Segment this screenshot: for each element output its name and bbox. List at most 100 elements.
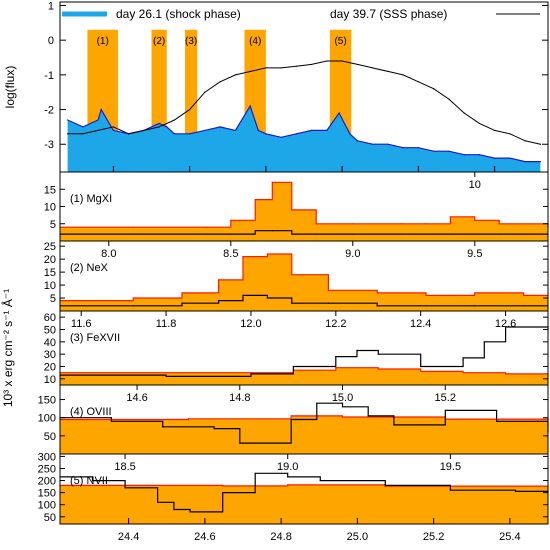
y-tick-label: 25	[44, 241, 56, 253]
shock-point	[230, 219, 232, 221]
y-tick-label: 5	[50, 219, 56, 231]
shared-y-axis-label: 10³ x erg cm⁻² s⁻¹ Å⁻¹	[0, 289, 15, 407]
shock-line	[60, 367, 548, 375]
shock-point	[234, 129, 236, 131]
x-tick-label: 19.0	[277, 461, 298, 473]
y-tick-label: 200	[38, 476, 56, 488]
sss-point	[315, 233, 317, 235]
y-tick-label: 30	[44, 349, 56, 361]
sss-point	[483, 341, 485, 343]
y-tick-label: 5	[50, 293, 56, 305]
x-tick-label: 11.8	[156, 318, 177, 330]
sss-point	[266, 297, 268, 299]
sss-point	[523, 305, 525, 307]
sss-point	[352, 233, 354, 235]
sss-line	[67, 60, 541, 145]
shock-point	[265, 133, 267, 135]
sss-point	[67, 133, 69, 135]
panel-label: (4) OVIII	[70, 406, 112, 418]
y-tick-label: 300	[38, 451, 56, 463]
region-label: (2)	[153, 36, 165, 47]
x-tick-label: 25.4	[499, 531, 520, 543]
sss-point	[250, 373, 252, 375]
x-tick-label: 18.5	[114, 461, 135, 473]
sss-point	[478, 122, 480, 125]
shock-point	[377, 368, 379, 370]
shock-point	[132, 297, 134, 299]
shock-point	[280, 136, 282, 138]
sss-point	[143, 129, 145, 131]
y-tick-label: -1	[44, 70, 54, 82]
sss-point	[474, 233, 476, 235]
shock-point	[356, 140, 358, 142]
shock-point	[462, 372, 464, 374]
sss-point	[316, 402, 318, 404]
shock-point	[173, 133, 175, 135]
y-tick-label: 100	[38, 500, 56, 512]
shock-point	[97, 119, 99, 121]
sss-point	[514, 490, 517, 493]
shock-fill	[60, 254, 548, 311]
sss-point	[287, 476, 289, 478]
shock-point	[187, 418, 190, 420]
y-tick-label: 100	[38, 413, 56, 425]
x-tick-label: 14.8	[229, 392, 250, 404]
y-tick-label: 60	[44, 312, 56, 324]
sss-point	[367, 415, 369, 417]
y-axis-label: log(flux)	[3, 66, 17, 109]
sss-point	[463, 112, 465, 114]
shock-point	[205, 226, 207, 228]
shock-point	[295, 133, 297, 135]
sss-point	[474, 305, 476, 307]
shock-point	[254, 199, 256, 201]
panel-label: (2) NeX	[70, 262, 109, 274]
sss-point	[162, 426, 164, 428]
region-label: (5)	[334, 36, 346, 47]
y-tick-label: 50	[44, 431, 56, 443]
sss-point	[327, 302, 329, 304]
sss-point	[242, 294, 244, 297]
shock-point	[352, 223, 354, 225]
shock-point	[82, 126, 84, 128]
panel-label: (1) MgXI	[70, 193, 112, 205]
sss-point	[387, 70, 389, 72]
sss-point	[449, 489, 451, 491]
shock-point	[402, 147, 404, 149]
shock-fill	[60, 367, 548, 385]
shock-point	[504, 373, 507, 375]
sss-point	[420, 365, 422, 368]
sss-point	[173, 119, 175, 121]
x-tick-label: 12.0	[240, 318, 261, 330]
shock-point	[341, 416, 344, 418]
shock-point	[181, 292, 183, 294]
sss-point	[157, 501, 159, 503]
y-tick-label: 0	[48, 35, 54, 47]
sss-point	[82, 133, 84, 135]
sss-point	[462, 357, 464, 359]
shock-point	[474, 219, 476, 221]
shock-point	[498, 223, 500, 225]
sss-point	[295, 65, 297, 67]
shock-point	[523, 294, 525, 297]
shock-point	[250, 372, 252, 374]
x-tick-label: 25.0	[347, 531, 368, 543]
shock-point	[474, 292, 476, 294]
sss-point	[158, 126, 160, 128]
sss-point	[128, 133, 130, 135]
y-tick-label: 1	[48, 0, 54, 12]
x-tick-label: 10	[469, 179, 481, 191]
shock-point	[449, 216, 451, 218]
shock-point	[158, 122, 160, 125]
shock-point	[349, 133, 351, 135]
shock-point	[401, 223, 403, 225]
sss-point	[205, 233, 207, 235]
zoom-panel: 5 10 15 10 (1) MgXI	[44, 171, 549, 242]
sss-point	[280, 67, 282, 69]
sss-point	[384, 484, 386, 486]
sss-point	[425, 233, 427, 235]
sss-point	[401, 233, 403, 235]
sss-point	[97, 129, 99, 131]
shock-point	[376, 292, 378, 294]
x-tick-label: 12.4	[410, 318, 431, 330]
